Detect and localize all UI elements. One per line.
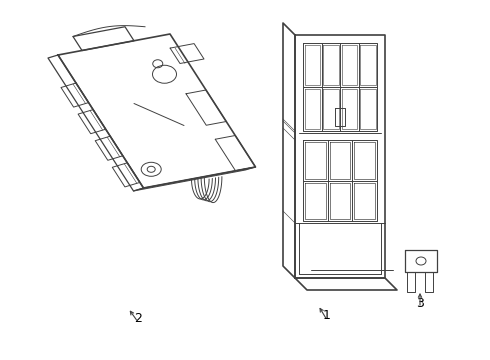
Text: 3: 3 [416, 297, 424, 310]
Text: 2: 2 [134, 312, 142, 325]
Text: 1: 1 [323, 309, 331, 322]
